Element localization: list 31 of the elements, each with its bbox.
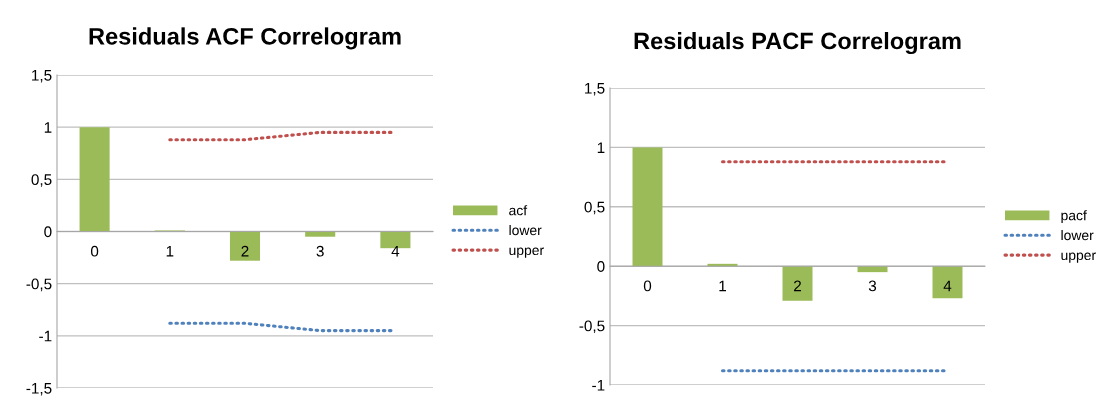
- x-tick-label: 2: [794, 280, 801, 292]
- x-tick-label: 2: [241, 245, 249, 257]
- x-tick-label: 1: [719, 280, 726, 292]
- chart-title: Residuals PACF Correlogram: [634, 32, 961, 55]
- y-tick-label: 0: [44, 226, 52, 238]
- y-tick-label: 0,5: [31, 174, 52, 187]
- x-tick-label: 4: [943, 280, 952, 292]
- y-tick-label: -1,5: [26, 383, 52, 396]
- y-tick-label: -1: [39, 330, 52, 342]
- y-tick-label: -0,5: [579, 320, 605, 334]
- x-tick-label: 3: [868, 280, 877, 292]
- y-tick-label: 0: [597, 261, 605, 272]
- y-tick-label: 1: [44, 122, 52, 133]
- chart-title: Residuals ACF Correlogram: [89, 27, 401, 50]
- y-tick-label: 1,5: [585, 83, 605, 96]
- x-tick-label: 1: [166, 245, 174, 257]
- x-tick-label: 4: [391, 245, 400, 257]
- legend-label: upper: [1061, 252, 1096, 263]
- legend-label: lower: [509, 225, 542, 236]
- x-tick-label: 3: [316, 245, 324, 257]
- y-tick-label: -0,5: [26, 278, 52, 292]
- legend-label: acf: [509, 205, 528, 216]
- y-tick-label: 1,5: [32, 70, 52, 83]
- y-tick-label: 0,5: [584, 201, 605, 215]
- legend-label: upper: [509, 247, 544, 258]
- legend-label: pacf: [1061, 210, 1087, 224]
- legend-label: lower: [1061, 230, 1094, 241]
- y-tick-label: -1: [592, 380, 605, 391]
- y-tick-label: 1: [597, 142, 605, 153]
- x-tick-label: 0: [643, 280, 652, 292]
- x-tick-label: 0: [90, 245, 99, 257]
